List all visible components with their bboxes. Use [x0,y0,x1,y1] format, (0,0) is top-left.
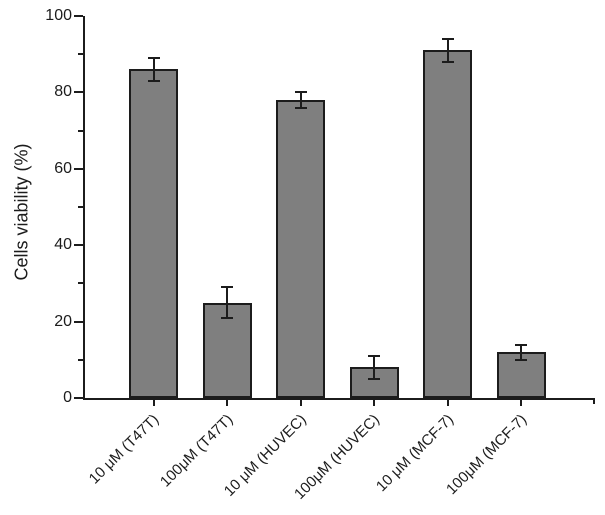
y-tick-label: 100 [45,7,72,24]
error-bar-cap-top [368,354,380,357]
error-bar-cap-top [515,343,527,346]
plot-area [85,16,594,398]
error-bar-cap-bottom [294,106,307,109]
error-bar-line [226,287,228,318]
bar [423,50,472,398]
y-tick-label: 60 [54,159,72,177]
y-minor-tick [78,206,83,208]
error-bar-cap-bottom [147,79,160,82]
error-bar-cap-top [441,37,454,40]
bar [129,69,178,398]
y-major-tick [74,397,83,399]
x-major-tick [373,398,375,406]
x-major-tick [446,398,449,406]
error-bar-cap-top [294,91,307,94]
x-major-tick [226,398,228,406]
x-tick-label-text: 10 μM (MCF-7) [372,411,457,496]
y-axis-line [83,16,85,400]
y-tick-label: 40 [54,236,72,254]
x-axis-line [83,398,595,400]
y-major-tick [74,167,83,170]
x-major-tick [520,398,522,406]
x-tick-label-text: 100μM (MCF-7) [442,411,531,499]
error-bar-cap-top [147,57,160,60]
y-tick-label: 20 [54,312,72,330]
error-bar-line [373,355,375,379]
error-bar-line [520,344,522,360]
y-major-tick [74,91,83,94]
error-bar-cap-bottom [441,60,454,63]
x-major-tick [152,398,155,406]
error-bar-line [152,58,155,81]
error-bar-cap-top [221,286,233,289]
y-minor-tick [78,129,83,132]
y-minor-tick [78,282,83,285]
y-tick-label: 0 [63,389,72,406]
error-bar-cap-bottom [368,377,380,380]
bar [202,302,252,398]
bar [276,100,325,398]
x-axis-end-tick [593,398,595,404]
y-minor-tick [78,358,83,361]
error-bar-cap-bottom [221,316,233,319]
x-major-tick [299,398,302,406]
y-major-tick [74,244,83,247]
error-bar-cap-bottom [515,358,527,361]
y-tick-label: 80 [54,83,72,101]
x-tick-label-text: 10 μM (T47T) [86,411,163,488]
x-tick-label-text: 100μM (T47T) [156,411,237,491]
error-bar-line [446,38,449,62]
error-bar-line [299,92,302,108]
y-minor-tick [78,53,83,56]
y-major-tick [74,320,83,323]
y-major-tick [74,15,83,17]
